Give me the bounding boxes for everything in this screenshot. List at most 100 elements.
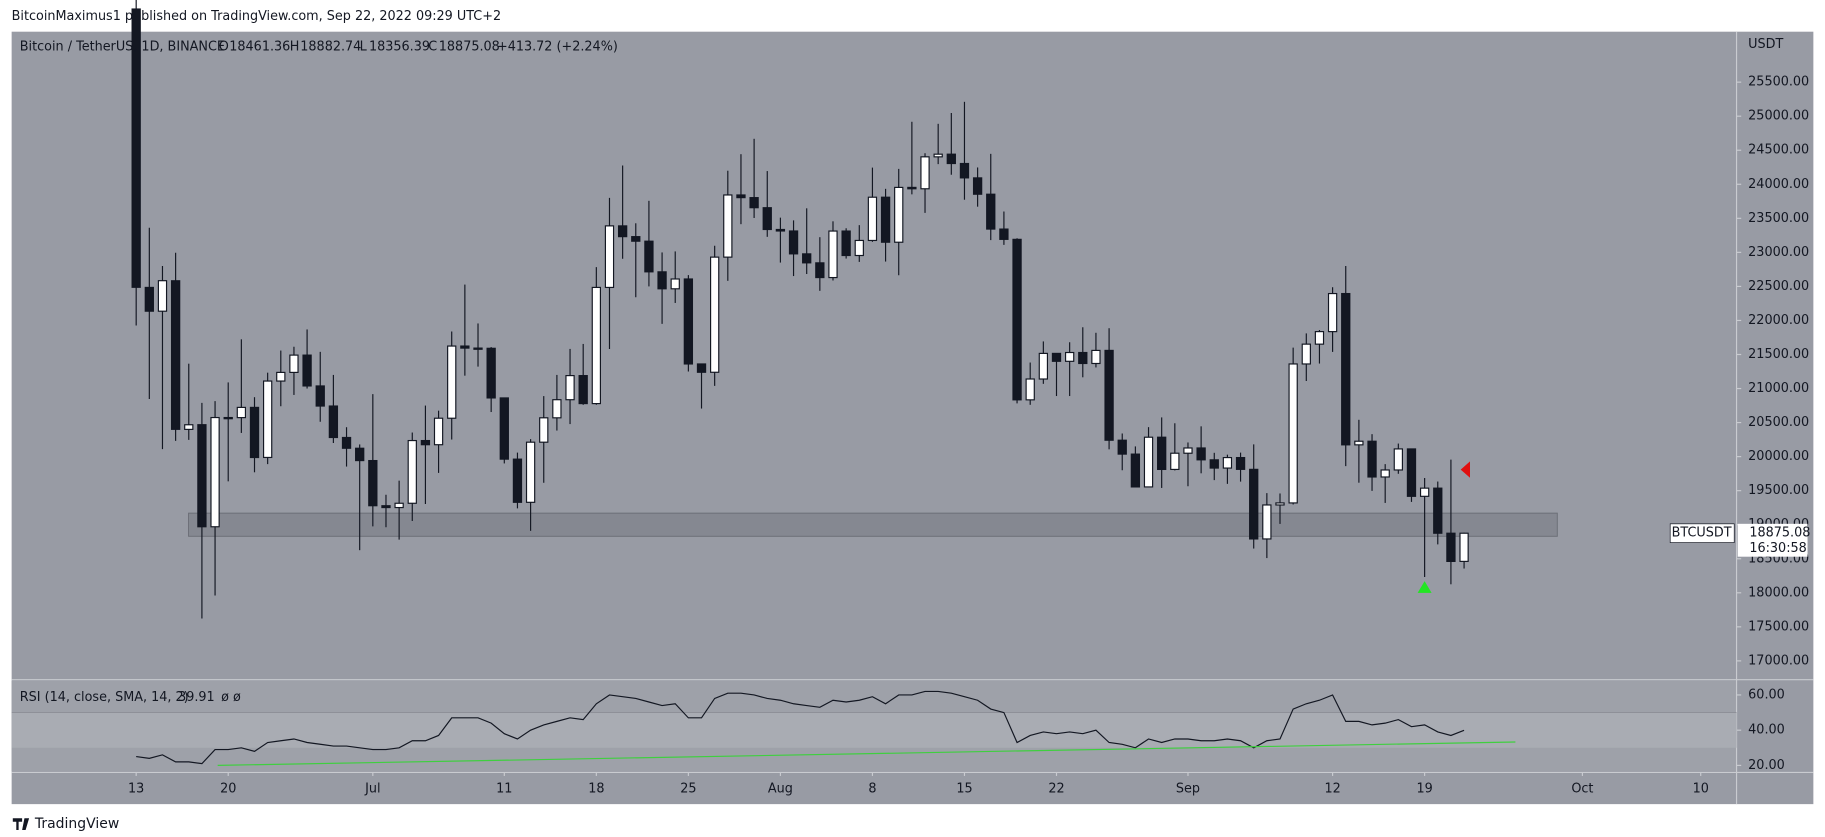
candle-body (1078, 351, 1088, 365)
y-tick-label: 21000.00 (1748, 381, 1809, 396)
candle-body (894, 186, 904, 243)
candle-body (867, 196, 878, 242)
publisher-line: BitcoinMaximus1 published on TradingView… (12, 9, 501, 24)
candle-body (1275, 502, 1285, 506)
y-tick-label: 23000.00 (1748, 245, 1809, 260)
candle-body (986, 193, 996, 230)
candle-body (1130, 453, 1141, 488)
legend-open-key: O (219, 39, 229, 54)
candle-body (1235, 456, 1246, 470)
candle-body (1262, 504, 1272, 540)
candle-body (1459, 532, 1469, 562)
candle-body (460, 345, 470, 349)
rsi-tick-label: 20.00 (1748, 758, 1785, 773)
sell-marker (1460, 461, 1471, 478)
y-tick-label: 20000.00 (1748, 449, 1809, 464)
y-tick-label: 24000.00 (1748, 177, 1809, 192)
legend-low: 18356.39 (369, 39, 430, 54)
candle-body (1433, 487, 1443, 534)
last-name: BTCUSDT (1672, 526, 1732, 541)
candle-body (249, 406, 260, 459)
candle-body (473, 347, 483, 350)
y-unit: USDT (1748, 37, 1783, 52)
candle-body (775, 228, 786, 232)
candle-body (1341, 292, 1351, 446)
candle-body (407, 439, 417, 504)
candle-body (131, 8, 141, 288)
rsi-extra: ø ø (221, 690, 241, 705)
candle-body (210, 416, 220, 528)
x-tick-label: 10 (1693, 781, 1709, 796)
candle-body (578, 375, 588, 405)
rsi-band (11, 712, 1737, 748)
candle-body (565, 375, 575, 401)
candle-body (1367, 440, 1377, 478)
candle-body (617, 225, 628, 238)
candle-body (959, 162, 970, 179)
legend-change: +413.72 (+2.24%) (497, 39, 618, 54)
x-tick-label: 20 (220, 781, 236, 796)
candle-body (1314, 331, 1325, 345)
candle-body (1288, 363, 1298, 504)
candle-body (368, 459, 378, 507)
candle-body (1025, 378, 1035, 401)
x-tick-label: Oct (1571, 781, 1593, 796)
candle-body (1249, 468, 1259, 540)
x-tick-label: 13 (128, 781, 144, 796)
rsi-value: 39.91 (178, 690, 215, 705)
legend-close-key: C (428, 39, 437, 54)
candle-body (197, 424, 207, 528)
candle-body (552, 399, 562, 419)
rsi-line (136, 690, 1465, 765)
last-name-box (1669, 523, 1735, 543)
symbol-title: Bitcoin / TetherUS, 1D, BINANCE (20, 39, 225, 54)
candle-body (486, 347, 496, 399)
x-tick-label: 18 (588, 781, 604, 796)
candle-body (1157, 436, 1167, 471)
legend-open: 18461.36 (229, 39, 290, 54)
candle-body (157, 280, 168, 312)
candle-body (631, 236, 641, 242)
y-tick-label: 25000.00 (1748, 109, 1809, 124)
candle-body (1143, 436, 1154, 488)
candle-body (828, 230, 838, 279)
y-tick-label: 22000.00 (1748, 313, 1809, 328)
candle-body (328, 405, 339, 439)
candle-body (670, 278, 680, 290)
candle-body (433, 417, 444, 446)
candle-body (341, 436, 352, 449)
x-tick-label: 25 (680, 781, 696, 796)
candle-body (880, 196, 891, 243)
y-tick-label: 22500.00 (1748, 279, 1809, 294)
x-tick-label: Sep (1176, 781, 1200, 796)
candle-body (657, 271, 667, 290)
candle-body (1406, 448, 1417, 497)
footer-logo (12, 818, 30, 830)
candle-body (999, 228, 1009, 240)
candle-body (1446, 532, 1456, 562)
y-tick-label: 17000.00 (1748, 653, 1809, 668)
candle-body (736, 194, 746, 199)
candle-body (302, 354, 312, 387)
candle-body (788, 230, 799, 255)
candle-body (1327, 292, 1338, 333)
candle-body (907, 186, 917, 190)
footer-brand: TradingView (34, 816, 119, 832)
candle-body (683, 278, 694, 365)
candle-body (1051, 352, 1062, 362)
x-tick-label: 12 (1324, 781, 1340, 796)
rsi-tick-label: 60.00 (1748, 687, 1785, 702)
legend-close: 18875.08 (439, 39, 500, 54)
legend-low-key: L (360, 39, 368, 54)
candle-body (539, 417, 549, 443)
candle-body (723, 194, 733, 258)
candle-body (802, 253, 812, 264)
legend-high-key: H (290, 39, 300, 54)
x-tick-label: 11 (496, 781, 512, 796)
candle-body (972, 177, 983, 195)
candle-body (289, 354, 299, 373)
candle-body (749, 197, 759, 209)
candle-body (1380, 469, 1390, 478)
